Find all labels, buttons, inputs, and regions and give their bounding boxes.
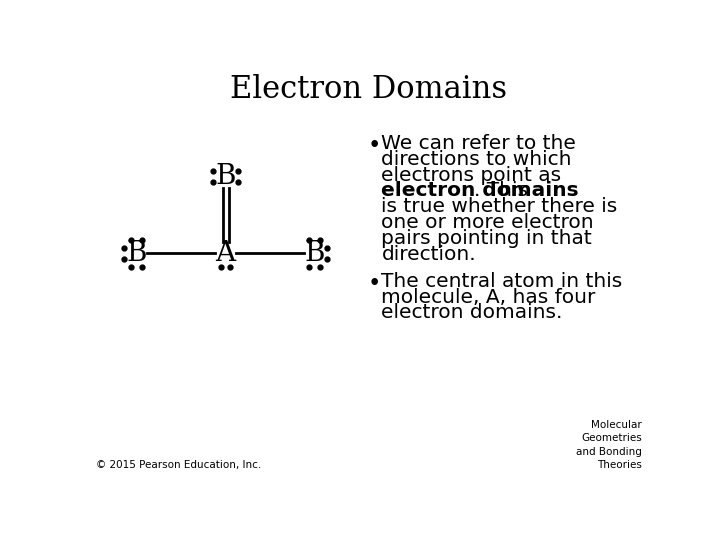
Text: We can refer to the: We can refer to the [382, 134, 576, 153]
Text: . This: . This [474, 181, 528, 200]
Text: electrons point as: electrons point as [382, 166, 562, 185]
Text: •: • [367, 134, 381, 157]
Text: © 2015 Pearson Education, Inc.: © 2015 Pearson Education, Inc. [96, 460, 261, 470]
Text: Electron Domains: Electron Domains [230, 74, 508, 105]
Text: one or more electron: one or more electron [382, 213, 594, 232]
Text: is true whether there is: is true whether there is [382, 197, 618, 216]
Text: •: • [367, 272, 381, 295]
Text: directions to which: directions to which [382, 150, 572, 169]
Text: direction.: direction. [382, 245, 476, 264]
Text: B: B [126, 240, 147, 267]
Text: molecule, A, has four: molecule, A, has four [382, 288, 595, 307]
Text: B: B [305, 240, 325, 267]
Text: A: A [215, 240, 235, 267]
Text: Molecular
Geometries
and Bonding
Theories: Molecular Geometries and Bonding Theorie… [576, 420, 642, 470]
Text: B: B [215, 163, 236, 190]
Text: electron domains.: electron domains. [382, 303, 563, 322]
Text: electron domains: electron domains [382, 181, 579, 200]
Text: pairs pointing in that: pairs pointing in that [382, 229, 592, 248]
Text: The central atom in this: The central atom in this [382, 272, 623, 291]
